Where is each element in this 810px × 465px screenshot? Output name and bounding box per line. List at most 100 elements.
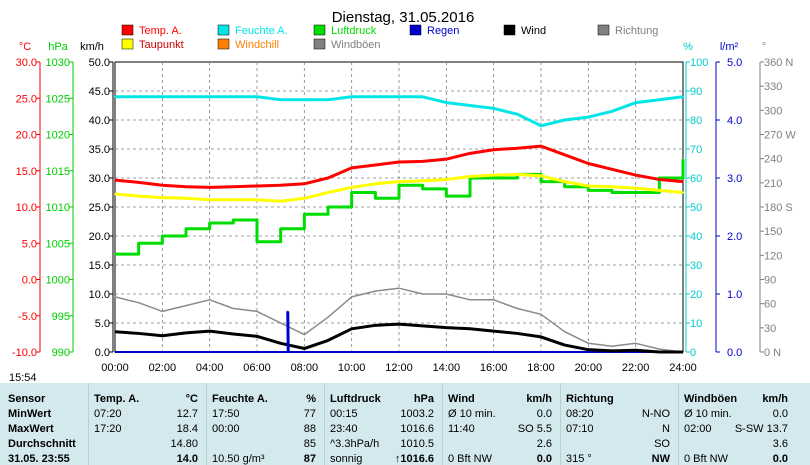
stats-table: Sensor Temp. A. °C Feuchte A.% Luftdruck hPa W…	[0, 383, 810, 465]
data-point	[232, 96, 234, 98]
table-divider	[560, 383, 561, 465]
y-tick-label: 30.0	[16, 57, 37, 69]
y-axis-unit: %	[683, 41, 693, 53]
legend-swatch	[121, 38, 134, 50]
data-point	[185, 96, 187, 98]
data-point	[232, 186, 234, 188]
data-point	[280, 184, 282, 186]
data-point	[303, 183, 305, 185]
cell-value: 85	[303, 438, 316, 450]
y-axis-unit: km/h	[80, 41, 104, 53]
cell-value: SO 5.5	[517, 423, 552, 435]
data-point	[635, 342, 637, 344]
data-point	[327, 191, 329, 194]
x-tick-label: 00:00	[101, 362, 129, 374]
data-point	[564, 154, 566, 156]
cell-value: 87	[303, 453, 316, 465]
data-point	[374, 164, 376, 166]
data-point	[469, 328, 471, 330]
data-point	[658, 348, 660, 350]
y-tick-label: 5.0	[95, 318, 110, 330]
data-point	[564, 119, 566, 121]
y-axis-unit: l/m²	[720, 41, 739, 53]
data-point	[635, 187, 637, 189]
plot-area	[114, 61, 684, 353]
data-point	[303, 197, 305, 199]
data-point	[161, 96, 163, 98]
legend-swatch	[313, 38, 326, 50]
data-point	[611, 186, 613, 188]
row-label: Durchschnitt	[8, 438, 76, 450]
column-header: Temp. A.	[94, 393, 140, 405]
y-tick-label: 15.0	[89, 260, 110, 272]
cell-value: 12.7	[176, 408, 198, 420]
y-tick-label: 360 N	[764, 57, 793, 69]
table-divider	[88, 383, 89, 465]
cell-value: 18.4	[176, 423, 198, 435]
y-tick-label: 70	[690, 144, 702, 156]
legend-label: Feuchte A.	[235, 25, 288, 37]
legend: Temp. A. Feuchte A. Luftdruck Regen Wind Rich…	[121, 24, 658, 51]
data-point	[280, 322, 282, 324]
y-tick-label: 5.0	[22, 238, 37, 250]
data-point	[351, 328, 353, 330]
data-point	[327, 316, 329, 318]
data-point	[327, 177, 329, 179]
data-point	[185, 332, 187, 334]
x-tick-label: 22:00	[622, 362, 650, 374]
legend-swatch	[597, 24, 610, 36]
data-point	[209, 222, 211, 224]
data-point	[209, 199, 211, 201]
data-point	[635, 191, 637, 194]
cell-value: 2.6	[536, 438, 552, 450]
data-point	[256, 96, 258, 98]
data-point	[303, 99, 305, 101]
data-point	[682, 158, 684, 160]
cell-value: N	[662, 423, 670, 435]
data-point	[611, 345, 613, 347]
data-point	[493, 107, 495, 109]
cell-value: 14.0	[176, 453, 198, 465]
y-tick-label: 30	[764, 323, 776, 335]
y-tick-label: 40	[690, 231, 702, 243]
data-point	[493, 174, 495, 176]
cell-time: 08:20	[566, 408, 594, 420]
data-point	[516, 173, 518, 175]
legend-label: Luftdruck	[331, 25, 377, 37]
data-point	[398, 161, 400, 163]
cell-time: 0 Bft NW	[448, 453, 493, 465]
data-point	[351, 96, 353, 98]
data-point	[682, 181, 684, 183]
y-tick-label: 2.0	[727, 231, 742, 243]
weather-chart: Dienstag, 31.05.2016 Temp. A. Feuchte A. L…	[12, 9, 796, 374]
data-point	[161, 184, 163, 186]
column-header: Feuchte A.	[212, 393, 268, 405]
data-point	[374, 183, 376, 185]
data-point	[161, 196, 163, 199]
data-point	[611, 110, 613, 112]
y-tick-label: 90	[764, 275, 776, 287]
data-point	[114, 193, 116, 195]
cell-value: NW	[651, 453, 670, 465]
data-point	[469, 299, 471, 301]
legend-label: Temp. A.	[139, 25, 182, 37]
y-tick-label: 5.0	[727, 57, 742, 69]
y-tick-label: 1020	[46, 130, 70, 142]
data-point	[161, 310, 163, 312]
cell-time: 10.50 g/m³	[212, 453, 265, 465]
data-point	[493, 299, 495, 301]
y-tick-label: 80	[690, 115, 702, 127]
data-point	[587, 116, 589, 118]
data-point	[138, 302, 140, 304]
data-point	[185, 197, 187, 199]
table-divider	[324, 383, 325, 465]
y-axis-unit: hPa	[48, 41, 68, 53]
data-point	[232, 333, 234, 335]
x-tick-label: 18:00	[527, 362, 555, 374]
data-point	[256, 241, 258, 243]
time-label: 15:54	[9, 372, 37, 384]
column-unit: %	[306, 393, 316, 405]
row-label: MinWert	[8, 408, 52, 420]
data-point	[658, 351, 660, 353]
cell-time: 07:20	[94, 408, 122, 420]
